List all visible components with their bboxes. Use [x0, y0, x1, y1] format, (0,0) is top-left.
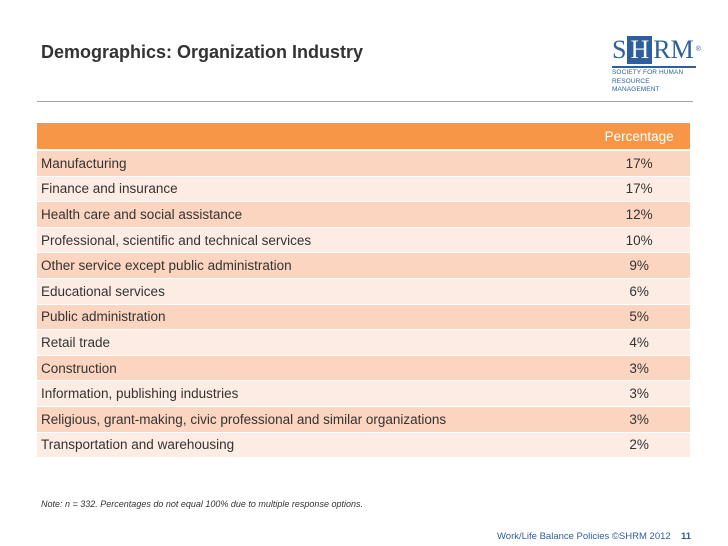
- footer-text: Work/Life Balance Policies ©SHRM 2012: [497, 531, 671, 542]
- header-label: [37, 123, 589, 151]
- industry-percentage: 17%: [588, 150, 690, 177]
- industry-percentage: 3%: [588, 355, 690, 382]
- industry-label: Public administration: [37, 304, 589, 331]
- industry-label: Retail trade: [37, 329, 589, 356]
- industry-table: Percentage Manufacturing 17% Finance and i…: [37, 123, 690, 459]
- table-row: Manufacturing 17%: [37, 150, 690, 177]
- logo-divider: [612, 66, 696, 68]
- industry-percentage: 12%: [588, 201, 690, 228]
- logo-subtitle-line2: RESOURCE MANAGEMENT: [612, 78, 660, 93]
- table-row: Information, publishing industries 3%: [37, 380, 690, 407]
- registered-mark: ®: [695, 46, 701, 53]
- industry-percentage: 6%: [588, 278, 690, 305]
- industry-label: Other service except public administrati…: [37, 252, 589, 279]
- table-row: Construction 3%: [37, 355, 690, 382]
- table-row: Professional, scientific and technical s…: [37, 227, 690, 254]
- logo-letters-rm: RM: [653, 35, 694, 64]
- table-row: Health care and social assistance 12%: [37, 201, 690, 228]
- table-row: Religious, grant-making, civic professio…: [37, 406, 690, 433]
- table-row: Retail trade 4%: [37, 329, 690, 356]
- logo-letter-s: S: [612, 35, 627, 64]
- industry-label: Educational services: [37, 278, 589, 305]
- table-row: Finance and insurance 17%: [37, 176, 690, 203]
- industry-percentage: 2%: [588, 432, 690, 459]
- industry-label: Religious, grant-making, civic professio…: [37, 406, 589, 433]
- industry-label: Information, publishing industries: [37, 380, 589, 407]
- title-divider: [37, 101, 693, 102]
- industry-percentage: 10%: [588, 227, 690, 254]
- industry-percentage: 17%: [588, 176, 690, 203]
- industry-label: Manufacturing: [37, 150, 589, 177]
- industry-percentage: 3%: [588, 406, 690, 433]
- page-number: 11: [681, 531, 692, 542]
- logo-subtitle-line1: SOCIETY FOR HUMAN: [612, 69, 684, 76]
- logo-mark: S H RM ®: [612, 35, 701, 64]
- header-percentage: Percentage: [588, 123, 690, 151]
- industry-label: Health care and social assistance: [37, 201, 589, 228]
- industry-label: Construction: [37, 355, 589, 382]
- table-row: Other service except public administrati…: [37, 252, 690, 279]
- table-row: Public administration 5%: [37, 304, 690, 331]
- industry-label: Finance and insurance: [37, 176, 589, 203]
- shrm-logo: S H RM ® SOCIETY FOR HUMAN RESOURCE MANAGEM…: [612, 35, 701, 93]
- industry-label: Professional, scientific and technical s…: [37, 227, 589, 254]
- industry-percentage: 9%: [588, 252, 690, 279]
- table-header-row: Percentage: [37, 123, 690, 151]
- logo-letter-h: H: [627, 36, 653, 64]
- table-body: Manufacturing 17% Finance and insurance 17%…: [37, 150, 690, 459]
- footnote: Note: n = 332. Percentages do not equal …: [41, 499, 363, 509]
- table-row: Educational services 6%: [37, 278, 690, 305]
- industry-percentage: 5%: [588, 304, 690, 331]
- table-row: Transportation and warehousing 2%: [37, 432, 690, 459]
- page-title: Demographics: Organization Industry: [41, 42, 364, 62]
- industry-percentage: 4%: [588, 329, 690, 356]
- industry-label: Transportation and warehousing: [37, 432, 589, 459]
- industry-percentage: 3%: [588, 380, 690, 407]
